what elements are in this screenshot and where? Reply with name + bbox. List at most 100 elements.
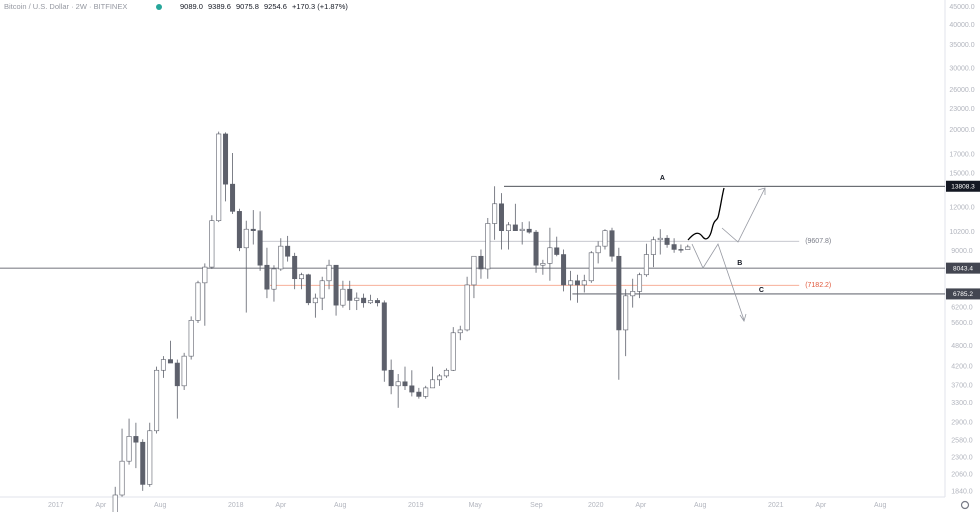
annotation: C	[759, 287, 764, 294]
candle-body	[292, 255, 298, 280]
y-tick-label: 4200.0	[951, 363, 973, 370]
price-label-box	[946, 262, 980, 274]
candle-body	[374, 300, 380, 304]
open-value: 9089.0	[180, 2, 203, 11]
gear[interactable]	[960, 500, 970, 510]
candle-body	[312, 297, 318, 304]
level-label: (9607.8)	[805, 238, 831, 245]
close-value: 9254.6	[264, 2, 287, 11]
y-tick-label: 17000.0	[949, 152, 974, 159]
candle-body	[450, 332, 456, 371]
candle-body	[305, 274, 311, 304]
candle-body	[505, 224, 511, 231]
candle-body	[354, 297, 360, 301]
level-label: (7182.2)	[805, 282, 831, 289]
candle-body	[257, 230, 263, 266]
x-tick-label: Sep	[530, 502, 543, 509]
candle-body	[540, 263, 546, 266]
symbol-title: Bitcoin / U.S. Dollar · 2W · BITFINEX	[4, 2, 127, 11]
candle-body	[347, 288, 353, 301]
x-tick-label: Apr	[635, 502, 647, 509]
y-tick-label: 45000.0	[949, 4, 974, 11]
candle-body	[478, 255, 484, 270]
y-tick-label: 20000.0	[949, 127, 974, 134]
projection-curve	[687, 187, 725, 241]
projection-drawings	[687, 187, 766, 322]
candle-body	[160, 359, 166, 371]
arrow-head	[757, 187, 766, 195]
x-tick-label: 2017	[48, 502, 64, 509]
y-tick-label: 30000.0	[949, 66, 974, 73]
candle-body	[554, 247, 560, 255]
x-tick-label: Aug	[874, 502, 887, 509]
candle-body	[671, 244, 677, 250]
candle-body	[457, 329, 463, 334]
y-tick-label: 3700.0	[951, 383, 973, 390]
plot: 45000.0 40000.0 35000.0 30000.0 26000.0 23000…	[0, 4, 980, 512]
candle-body	[588, 252, 594, 282]
settings-icon[interactable]	[960, 500, 970, 510]
candle-body	[492, 203, 498, 224]
candle-body	[223, 133, 229, 185]
candle-body	[637, 274, 643, 292]
candle-body	[154, 369, 160, 432]
y-tick-label: 40000.0	[949, 22, 974, 29]
arrow-head	[739, 313, 747, 322]
change-value: +170.3 (+1.87%)	[292, 2, 348, 11]
candle-body	[209, 220, 215, 268]
x-tick-label: Aug	[154, 502, 167, 509]
candle-body	[133, 436, 139, 443]
y-tick-label: 2060.0	[951, 471, 973, 478]
price-label-box	[946, 288, 980, 300]
x-tick-label: May	[469, 502, 483, 509]
candle-body	[181, 355, 187, 387]
candle-body	[512, 224, 518, 231]
candle-body	[367, 300, 373, 304]
y-tick-label: 6200.0	[951, 304, 973, 311]
candle-body	[285, 245, 291, 257]
candle-body	[188, 320, 194, 357]
y-tick-label: 9000.0	[951, 248, 973, 255]
candle-body	[264, 264, 270, 290]
candle-body	[498, 203, 504, 231]
candle-body	[126, 436, 132, 462]
x-tick-label: 2020	[588, 502, 604, 509]
candle-body	[112, 494, 118, 512]
candle-body	[340, 288, 346, 306]
candle-body	[526, 228, 532, 233]
candle-body	[678, 249, 684, 251]
candle-body	[395, 381, 401, 387]
candle-body	[574, 280, 580, 286]
y-tick-label: 5600.0	[951, 320, 973, 327]
candle-body	[623, 295, 629, 331]
candle-body	[243, 228, 249, 249]
candle-body	[402, 381, 408, 387]
x-tick-label: Apr	[275, 502, 287, 509]
x-tick-label: Aug	[334, 502, 347, 509]
candle-body	[271, 268, 277, 290]
candle-body	[657, 237, 663, 241]
candle-body	[464, 284, 470, 331]
candle-body	[236, 211, 242, 249]
x-tick-label: Aug	[694, 502, 707, 509]
candle-body	[202, 266, 208, 284]
candle-body	[423, 387, 429, 397]
header: Bitcoin / U.S. Dollar · 2W · BITFINEX 90…	[4, 2, 348, 11]
candle-body	[333, 264, 339, 306]
candle-body	[388, 369, 394, 387]
candle-body	[416, 391, 422, 397]
y-tick-label: 26000.0	[949, 87, 974, 94]
x-tick-label: Apr	[815, 502, 827, 509]
candle-body	[581, 280, 587, 286]
candle-body	[443, 369, 449, 377]
price-label-box	[946, 180, 980, 192]
candle-body	[616, 255, 622, 331]
candle-body	[195, 282, 201, 321]
y-tick-label: 12000.0	[949, 204, 974, 211]
x-tick-label: 2018	[228, 502, 244, 509]
y-tick-label: 10200.0	[949, 229, 974, 236]
y-tick-label: 2300.0	[951, 455, 973, 462]
price-label: 8043.4	[953, 265, 973, 272]
candle-body	[278, 245, 284, 270]
